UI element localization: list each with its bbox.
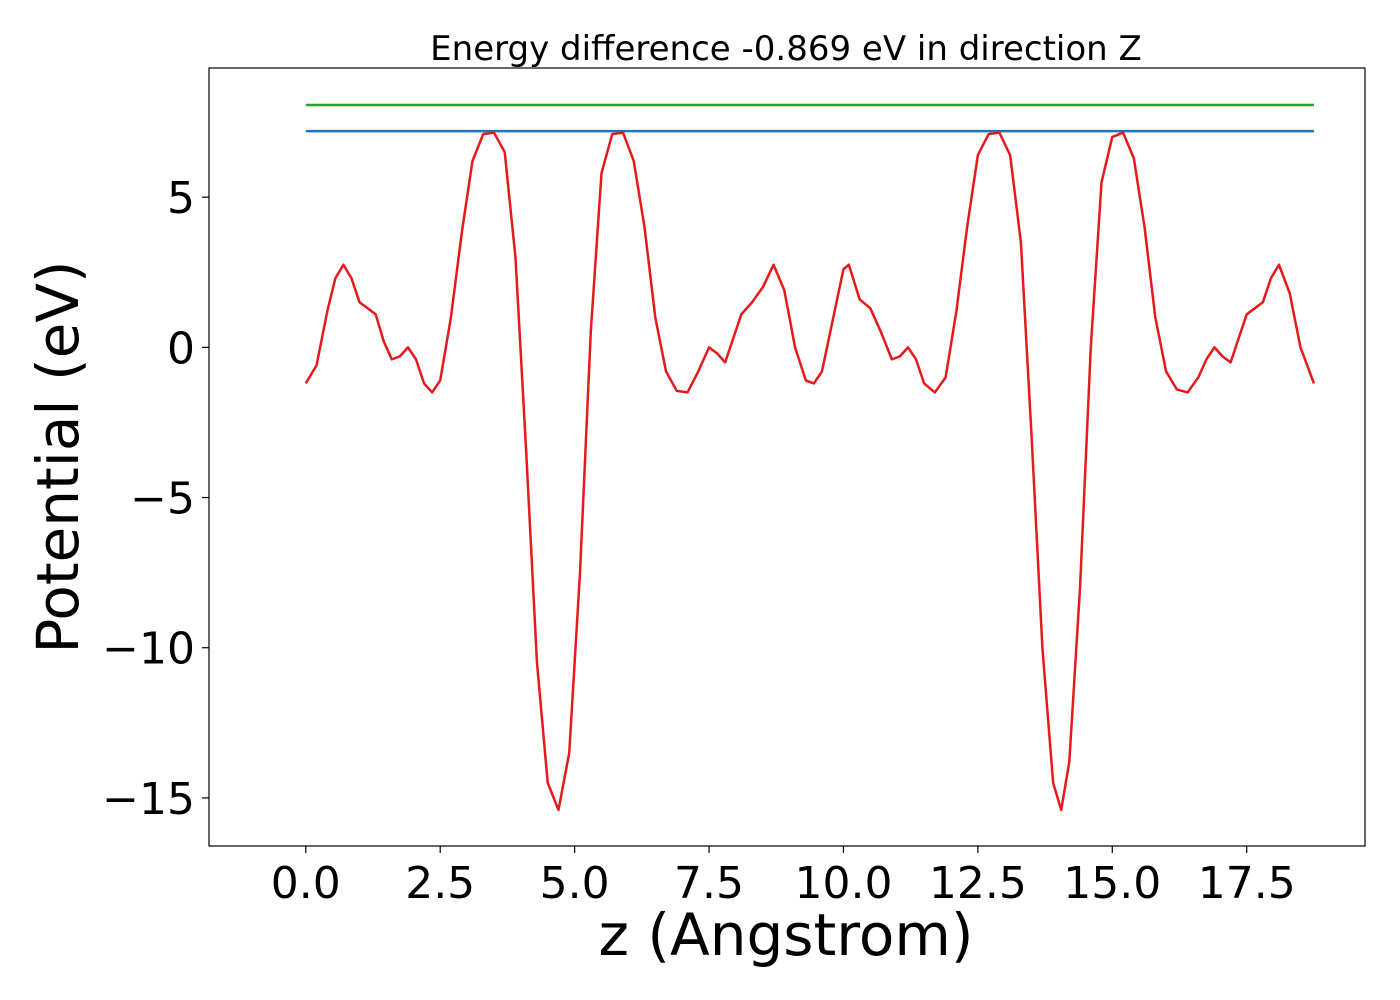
chart-title: Energy difference -0.869 eV in direction…	[430, 29, 1142, 69]
x-axis-ticks: 0.0 2.5 5.0 7.5 10.0 12.5 15.0 17.5	[271, 846, 1296, 909]
x-tick-label-5: 12.5	[929, 858, 1027, 909]
y-tick-label-2: −5	[130, 474, 195, 525]
y-axis-ticks: 5 0 −5 −10 −15	[102, 173, 209, 825]
x-tick-label-2: 5.0	[540, 858, 610, 909]
x-tick-label-4: 10.0	[794, 858, 892, 909]
plot-frame	[208, 67, 1366, 847]
x-tick-label-3: 7.5	[674, 858, 744, 909]
x-tick-label-7: 17.5	[1198, 858, 1296, 909]
x-tick-label-6: 15.0	[1063, 858, 1161, 909]
y-tick-label-1: 0	[167, 323, 195, 374]
y-tick-label-0: 5	[167, 173, 195, 224]
y-axis-label: Potential (eV)	[24, 260, 92, 653]
x-tick-label-1: 2.5	[405, 858, 475, 909]
series-line-2	[304, 131, 1316, 812]
series-layer	[304, 103, 1316, 812]
x-tick-label-0: 0.0	[271, 858, 341, 909]
x-axis-label: z (Angstrom)	[599, 901, 974, 969]
y-tick-label-3: −10	[102, 624, 195, 675]
y-tick-label-4: −15	[102, 774, 195, 825]
